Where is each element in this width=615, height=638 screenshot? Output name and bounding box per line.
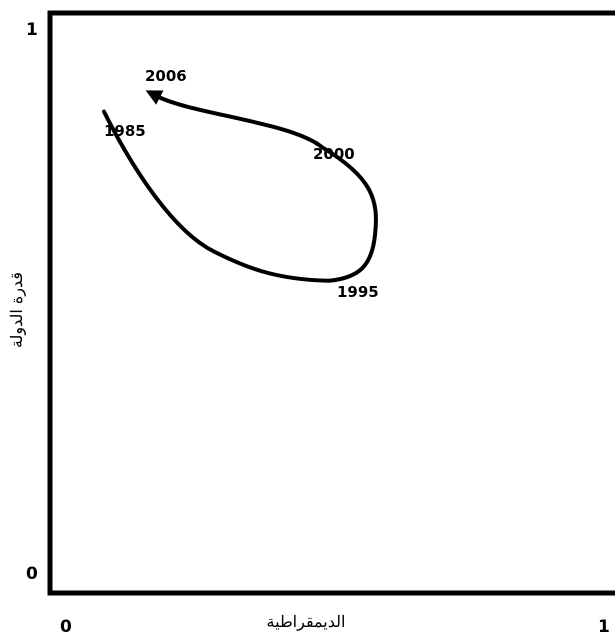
y-tick-label-top: 1 (26, 20, 38, 40)
y-axis-title: قدرة الدولة (7, 272, 26, 348)
y-tick-label-bottom: 0 (26, 564, 38, 584)
x-axis-title: الديمقراطية (267, 612, 346, 631)
x-tick-label-left: 0 (60, 617, 72, 637)
point-label-2006: 2006 (145, 67, 187, 85)
point-label-2000: 2000 (313, 145, 355, 163)
x-tick-label-right: 1 (598, 617, 610, 637)
trajectory-line (102, 90, 378, 283)
plot-frame (47, 10, 615, 596)
point-label-1985: 1985 (104, 122, 146, 140)
point-label-1995: 1995 (337, 283, 379, 301)
